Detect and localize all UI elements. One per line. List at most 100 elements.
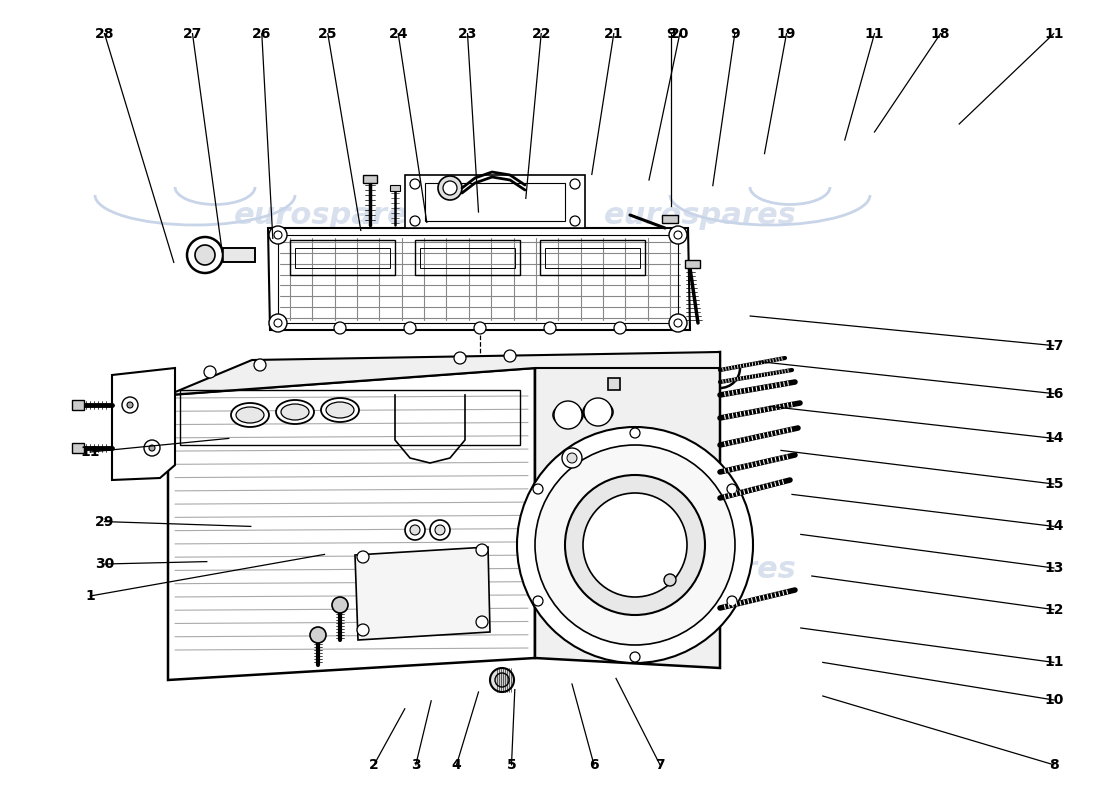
Text: 5: 5 (507, 758, 516, 772)
Text: 22: 22 (531, 26, 551, 41)
Bar (363, 175, 377, 183)
Circle shape (727, 596, 737, 606)
Circle shape (674, 319, 682, 327)
Circle shape (566, 453, 578, 463)
Circle shape (584, 398, 612, 426)
Circle shape (669, 226, 688, 244)
Circle shape (122, 397, 138, 413)
Text: eurospares: eurospares (233, 201, 427, 230)
Ellipse shape (236, 407, 264, 423)
Circle shape (438, 176, 462, 200)
Circle shape (534, 596, 543, 606)
Circle shape (562, 448, 582, 468)
Text: eurospares: eurospares (604, 201, 796, 230)
Text: 4: 4 (452, 758, 461, 772)
Polygon shape (355, 547, 490, 640)
Ellipse shape (326, 402, 354, 418)
Circle shape (534, 484, 543, 494)
Polygon shape (535, 352, 720, 668)
Polygon shape (405, 175, 585, 228)
Circle shape (454, 352, 466, 364)
Circle shape (410, 216, 420, 226)
Bar (290, 240, 395, 275)
Text: 1: 1 (86, 589, 95, 603)
Text: 23: 23 (458, 26, 477, 41)
Circle shape (474, 322, 486, 334)
Circle shape (490, 668, 514, 692)
Circle shape (544, 322, 556, 334)
Text: 10: 10 (1044, 693, 1064, 707)
Circle shape (570, 179, 580, 189)
Text: 27: 27 (183, 26, 202, 41)
Text: 26: 26 (252, 26, 272, 41)
Text: 21: 21 (604, 26, 624, 41)
Polygon shape (168, 352, 720, 395)
Bar (390, 185, 400, 191)
Ellipse shape (321, 398, 359, 422)
Bar (278, 235, 678, 323)
Bar (415, 240, 520, 275)
Text: 6: 6 (590, 758, 598, 772)
Circle shape (727, 484, 737, 494)
Polygon shape (168, 368, 535, 680)
Circle shape (476, 616, 488, 628)
Circle shape (270, 314, 287, 332)
Bar (540, 240, 645, 275)
Text: 30: 30 (95, 557, 114, 571)
Circle shape (504, 350, 516, 362)
Text: 14: 14 (1044, 431, 1064, 446)
Circle shape (334, 322, 346, 334)
Text: 12: 12 (1044, 602, 1064, 617)
Circle shape (254, 359, 266, 371)
Text: 11: 11 (1044, 26, 1064, 41)
Text: 25: 25 (318, 26, 338, 41)
Bar (662, 215, 678, 223)
Circle shape (430, 520, 450, 540)
Circle shape (274, 231, 282, 239)
Bar (608, 378, 620, 390)
Text: 19: 19 (777, 26, 796, 41)
Ellipse shape (231, 403, 270, 427)
Text: 29: 29 (95, 514, 114, 529)
Circle shape (274, 319, 282, 327)
Bar (295, 248, 390, 268)
Circle shape (535, 445, 735, 645)
Circle shape (358, 551, 368, 563)
Circle shape (144, 440, 159, 456)
Circle shape (410, 179, 420, 189)
Bar (72, 443, 84, 453)
Circle shape (630, 428, 640, 438)
Text: 11: 11 (865, 26, 884, 41)
Circle shape (148, 445, 155, 451)
Circle shape (664, 574, 676, 586)
Bar (72, 400, 84, 410)
Circle shape (126, 402, 133, 408)
Bar (544, 248, 640, 268)
Polygon shape (112, 368, 175, 480)
Circle shape (570, 216, 580, 226)
Circle shape (517, 427, 754, 663)
Ellipse shape (553, 404, 583, 426)
Text: 9: 9 (730, 26, 739, 41)
Ellipse shape (583, 401, 613, 423)
Text: 13: 13 (1044, 561, 1064, 575)
Circle shape (614, 322, 626, 334)
Ellipse shape (280, 404, 309, 420)
Text: 16: 16 (1044, 386, 1064, 401)
Circle shape (434, 525, 446, 535)
Circle shape (476, 544, 488, 556)
Circle shape (674, 231, 682, 239)
Ellipse shape (276, 400, 314, 424)
Text: 8: 8 (1049, 758, 1058, 772)
Circle shape (270, 226, 287, 244)
Text: 3: 3 (411, 758, 420, 772)
Circle shape (495, 673, 509, 687)
Text: 11: 11 (80, 445, 100, 459)
Bar (180, 390, 520, 445)
Bar (425, 183, 565, 221)
Bar (223, 248, 255, 262)
Text: 20: 20 (670, 26, 690, 41)
Circle shape (669, 314, 688, 332)
Circle shape (443, 181, 456, 195)
Bar (685, 260, 700, 268)
